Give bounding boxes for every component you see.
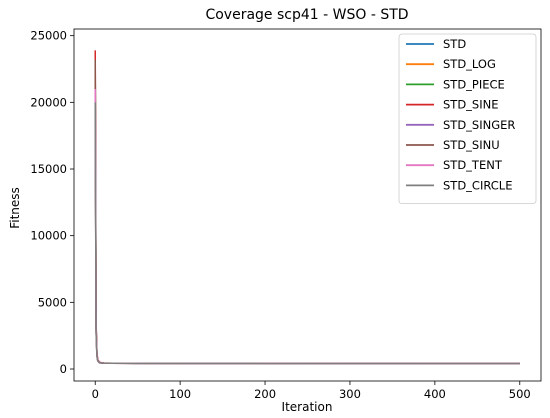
legend-label-std: STD (443, 37, 466, 51)
x-tick-label: 0 (92, 387, 99, 401)
y-tick-label: 10000 (30, 229, 67, 243)
y-tick-label: 0 (60, 362, 67, 376)
legend: STD STD_LOG STD_PIECE STD_SINE STD_SINGER STD… (398, 33, 537, 205)
series-line-std-circle (94, 102, 520, 365)
y-tick-label: 5000 (38, 295, 67, 309)
x-tick-label: 300 (339, 387, 361, 401)
x-tick-label: 100 (169, 387, 191, 401)
y-axis: 0 5000 10000 15000 20000 25000 (30, 29, 74, 376)
legend-label-std-log: STD_LOG (443, 57, 496, 71)
legend-label-std-tent: STD_TENT (443, 158, 503, 172)
x-tick-label: 400 (424, 387, 446, 401)
legend-label-std-sine: STD_SINE (443, 98, 499, 112)
plot-frame (73, 28, 542, 382)
legend-label-std-circle: STD_CIRCLE (443, 178, 512, 192)
y-tick-label: 15000 (30, 162, 67, 176)
y-axis-label: Fitness (8, 187, 22, 229)
legend-label-std-sinu: STD_SINU (443, 138, 500, 152)
chart-title: Coverage scp41 - WSO - STD (205, 7, 408, 23)
legend-label-std-singer: STD_SINGER (443, 118, 515, 132)
x-axis-label: Iteration (282, 400, 333, 414)
x-tick-label: 500 (509, 387, 531, 401)
legend-label-std-piece: STD_PIECE (443, 77, 505, 91)
y-tick-label: 25000 (30, 29, 67, 43)
x-tick-label: 200 (254, 387, 276, 401)
legend-box (398, 33, 537, 205)
y-tick-label: 20000 (30, 95, 67, 109)
x-axis: 0 100 200 300 400 500 (92, 381, 531, 401)
plot-area (73, 28, 542, 382)
series-lines (94, 50, 520, 365)
